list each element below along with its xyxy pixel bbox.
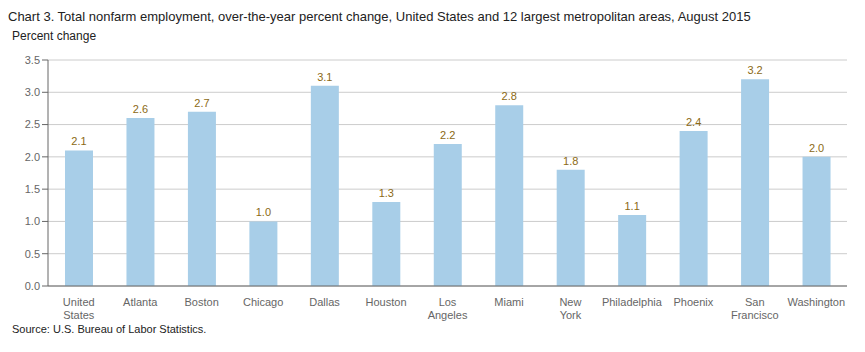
svg-text:2.7: 2.7: [194, 97, 209, 109]
svg-text:Dallas: Dallas: [309, 296, 340, 308]
svg-text:SanFrancisco: SanFrancisco: [731, 296, 779, 321]
svg-text:Washington: Washington: [787, 296, 845, 308]
svg-text:2.1: 2.1: [71, 135, 86, 147]
svg-text:NewYork: NewYork: [559, 296, 581, 321]
html-text:Source: U.S. Bureau of Labor S: Source: U.S. Bureau of Labor Statistics.: [12, 323, 207, 335]
svg-text:1.8: 1.8: [563, 155, 578, 167]
svg-text:2.6: 2.6: [133, 103, 148, 115]
svg-text:1.0: 1.0: [256, 206, 271, 218]
svg-text:2.8: 2.8: [502, 90, 517, 102]
svg-text:0.5: 0.5: [25, 248, 40, 260]
svg-text:2.4: 2.4: [686, 116, 701, 128]
svg-text:LosAngeles: LosAngeles: [428, 296, 468, 321]
html-text:Chart 3. Total nonfarm employm: Chart 3. Total nonfarm employment, over-…: [8, 9, 751, 24]
svg-text:1.3: 1.3: [379, 187, 394, 199]
svg-text:Chicago: Chicago: [243, 296, 283, 308]
svg-text:2.5: 2.5: [25, 118, 40, 130]
html-text:Percent change: Percent change: [12, 29, 97, 43]
svg-text:1.1: 1.1: [625, 200, 640, 212]
svg-text:Philadelphia: Philadelphia: [602, 296, 663, 308]
svg-text:Houston: Houston: [366, 296, 407, 308]
svg-text:1.5: 1.5: [25, 183, 40, 195]
svg-text:Boston: Boston: [185, 296, 219, 308]
svg-text:0.0: 0.0: [25, 280, 40, 292]
svg-text:2.2: 2.2: [440, 129, 455, 141]
svg-text:2.0: 2.0: [809, 142, 824, 154]
svg-text:3.2: 3.2: [747, 64, 762, 76]
svg-text:Phoenix: Phoenix: [673, 296, 713, 308]
svg-text:2.0: 2.0: [25, 151, 40, 163]
svg-text:3.1: 3.1: [317, 71, 332, 83]
svg-text:Miami: Miami: [494, 296, 523, 308]
svg-text:Atlanta: Atlanta: [123, 296, 158, 308]
svg-text:1.0: 1.0: [25, 215, 40, 227]
svg-text:3.0: 3.0: [25, 86, 40, 98]
svg-text:UnitedStates: UnitedStates: [63, 296, 95, 321]
svg-text:3.5: 3.5: [25, 54, 40, 66]
